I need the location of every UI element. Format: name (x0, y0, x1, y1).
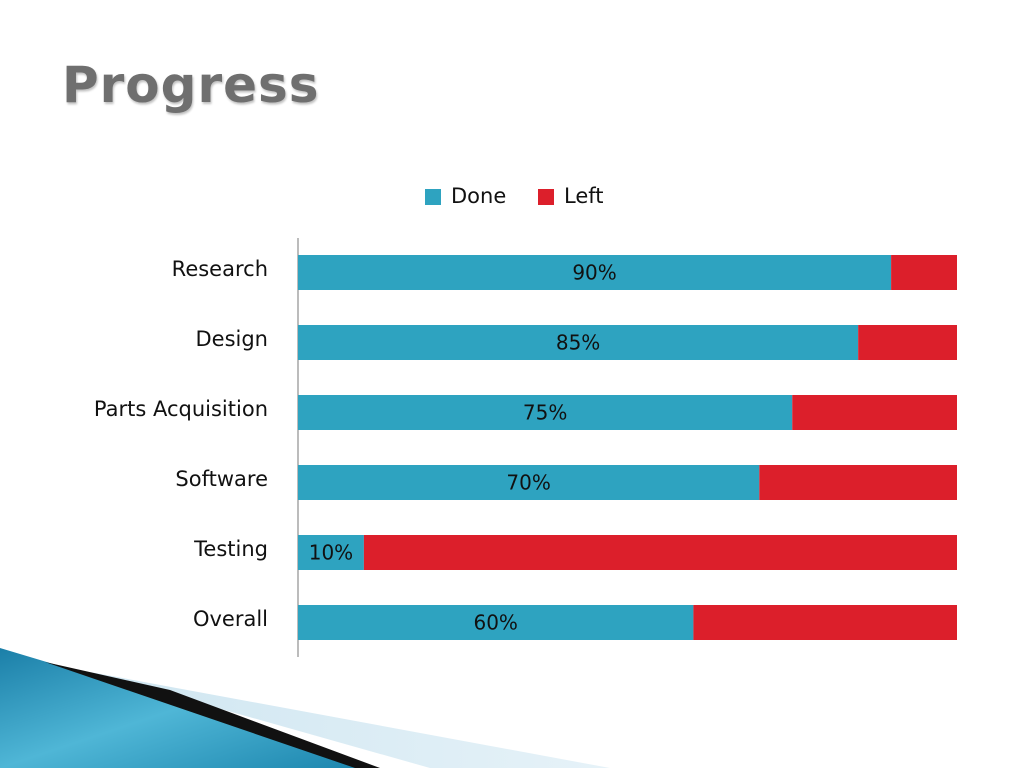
bar-left-overall (693, 605, 957, 640)
legend-swatch-left (538, 189, 554, 205)
bar-done-research (298, 255, 892, 290)
category-label-testing: Testing (193, 537, 268, 561)
chart-legend: Done Left (425, 184, 604, 208)
category-label-design: Design (195, 327, 268, 351)
bar-done-testing (298, 535, 364, 570)
data-label-research: 90% (572, 261, 616, 285)
data-label-software: 70% (506, 471, 550, 495)
data-label-design: 85% (556, 331, 600, 355)
category-labels: Research Design Parts Acquisition Software T… (94, 257, 268, 631)
legend-swatch-done (425, 189, 441, 205)
bar-done-design (298, 325, 859, 360)
bar-left-software (759, 465, 957, 500)
bar-left-parts-acquisition (792, 395, 957, 430)
pale-swoosh (90, 672, 610, 768)
bar-done-software (298, 465, 760, 500)
data-label-parts-acquisition: 75% (523, 401, 567, 425)
bar-left-testing (363, 535, 957, 570)
legend-label-left: Left (564, 184, 604, 208)
dark-swoosh (45, 662, 380, 768)
bar-done-overall (298, 605, 694, 640)
bar-left-research (891, 255, 957, 290)
value-labels: 90% 85% 75% 70% 10% 60% (309, 261, 617, 635)
bar-done-parts-acquisition (298, 395, 793, 430)
data-label-testing: 10% (309, 541, 353, 565)
category-label-overall: Overall (193, 607, 268, 631)
data-label-overall: 60% (473, 611, 517, 635)
bar-group (298, 255, 957, 640)
bar-left-design (858, 325, 957, 360)
category-label-research: Research (172, 257, 268, 281)
slide-title: Progress (62, 56, 320, 114)
category-label-parts-acquisition: Parts Acquisition (94, 397, 268, 421)
category-label-software: Software (175, 467, 268, 491)
legend-label-done: Done (451, 184, 506, 208)
